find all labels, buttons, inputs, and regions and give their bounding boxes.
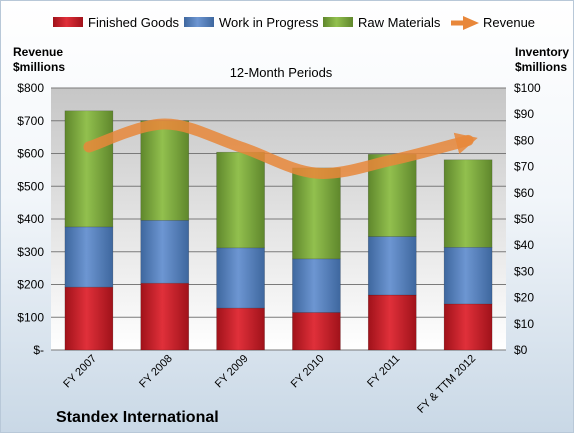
bar-finished-goods	[292, 312, 341, 351]
bar-work-in-progress	[292, 258, 341, 313]
legend-item-finished-goods: Finished Goods	[53, 15, 180, 30]
legend-swatch-finished-goods	[53, 17, 83, 27]
revenue-line-group	[83, 118, 478, 179]
right-tick-label: $70	[514, 160, 534, 174]
legend-item-revenue: Revenue	[451, 15, 535, 30]
bar-finished-goods	[140, 282, 190, 351]
legend-label-raw-materials: Raw Materials	[358, 15, 441, 30]
x-axis-label: FY 2010	[289, 353, 327, 391]
legend-label-revenue: Revenue	[483, 15, 535, 30]
right-tick-label: $60	[514, 186, 534, 200]
left-tick-label: $200	[17, 278, 44, 292]
x-axis-label: FY 2009	[213, 353, 251, 391]
right-axis-ticks: $0 $10 $20 $30 $40 $50 $60 $70 $80 $90 $100	[514, 81, 541, 357]
bar-raw-materials	[443, 159, 493, 248]
right-tick-label: $90	[514, 107, 534, 121]
right-tick-label: $100	[514, 81, 541, 95]
right-tick-label: $10	[514, 317, 534, 331]
right-tick-label: $80	[514, 133, 534, 147]
legend-item-raw-materials: Raw Materials	[323, 15, 441, 30]
bar-raw-materials	[140, 120, 190, 221]
right-tick-label: $50	[514, 212, 534, 226]
legend-swatch-raw-materials	[323, 17, 353, 27]
bar-finished-goods	[443, 303, 493, 351]
bar-finished-goods	[367, 294, 417, 351]
left-tick-label: $800	[17, 81, 44, 95]
left-axis-ticks: $- $100 $200 $300 $400 $500 $600 $700 $800	[17, 81, 44, 357]
bar-finished-goods	[216, 307, 265, 351]
x-axis-label: FY & TTM 2012	[415, 353, 478, 416]
bar-raw-materials	[64, 110, 114, 228]
company-name: Standex International	[56, 409, 219, 426]
left-tick-label: $700	[17, 114, 44, 128]
bar-work-in-progress	[216, 247, 265, 309]
legend-item-work-in-progress: Work in Progress	[184, 15, 319, 30]
legend-arrow-revenue	[463, 16, 479, 30]
revenue-line	[83, 118, 478, 179]
right-tick-label: $40	[514, 238, 534, 252]
gridlines	[51, 87, 506, 351]
legend-label-finished-goods: Finished Goods	[88, 15, 180, 30]
bar-work-in-progress	[367, 236, 417, 296]
left-axis-title-line2: $millions	[13, 60, 65, 74]
left-tick-label: $500	[17, 179, 44, 193]
left-tick-label: $-	[33, 343, 44, 357]
bar-work-in-progress	[443, 246, 493, 305]
right-tick-label: $30	[514, 264, 534, 278]
bar-finished-goods	[64, 286, 114, 351]
x-axis-label: FY 2007	[61, 353, 99, 391]
right-axis-title-line1: Inventory	[515, 45, 569, 59]
bars	[64, 110, 493, 351]
right-axis-title-line2: $millions	[515, 60, 567, 74]
left-axis-title-line1: Revenue	[13, 45, 63, 59]
bar-raw-materials	[216, 151, 265, 249]
left-tick-label: $300	[17, 245, 44, 259]
bar-work-in-progress	[140, 220, 190, 284]
x-axis-labels: FY 2007 FY 2008 FY 2009 FY 2010 FY 2011 FY & …	[61, 353, 478, 416]
x-axis-label: FY 2008	[137, 353, 175, 391]
x-axis-label: FY 2011	[365, 353, 402, 390]
left-tick-label: $100	[17, 310, 44, 324]
legend: Finished Goods Work in Progress Raw Mate…	[53, 15, 535, 30]
legend-swatch-work-in-progress	[184, 17, 214, 27]
left-tick-label: $600	[17, 147, 44, 161]
legend-label-work-in-progress: Work in Progress	[219, 15, 319, 30]
bar-raw-materials	[292, 167, 341, 260]
bar-work-in-progress	[64, 226, 114, 288]
right-tick-label: $0	[514, 343, 528, 357]
chart-title: 12-Month Periods	[230, 65, 333, 80]
right-tick-label: $20	[514, 291, 534, 305]
left-tick-label: $400	[17, 212, 44, 226]
